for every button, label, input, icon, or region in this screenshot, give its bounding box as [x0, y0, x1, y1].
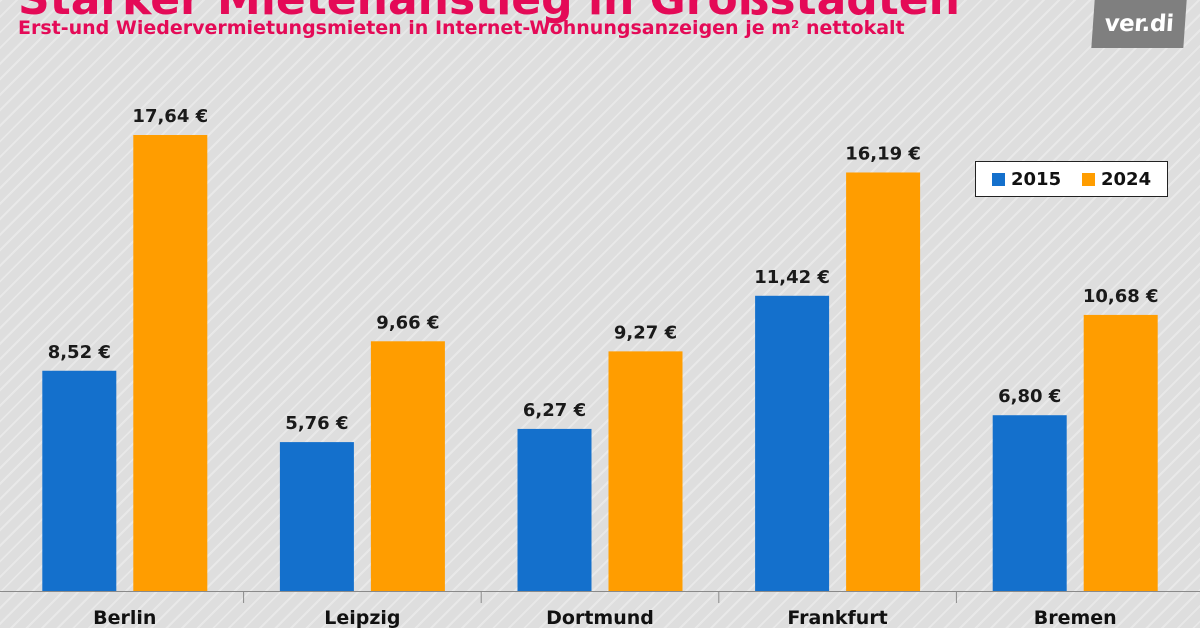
bar-frankfurt-2015 — [755, 295, 830, 591]
bar-dortmund-2024 — [608, 351, 683, 591]
bar-berlin-2015 — [42, 370, 117, 591]
bar-bremen-2024 — [1083, 314, 1158, 591]
value-label-frankfurt-2024: 16,19 € — [845, 143, 921, 164]
value-label-leipzig-2024: 9,66 € — [376, 312, 439, 333]
bar-leipzig-2024 — [370, 341, 445, 591]
value-label-leipzig-2015: 5,76 € — [285, 413, 348, 434]
bar-bremen-2015 — [992, 415, 1067, 591]
legend-label-2024: 2024 — [1101, 169, 1151, 190]
value-labels-layer: 8,52 € 17,64 € 5,76 € 9,66 € 6,27 € 9,27 € 11,… — [48, 106, 1159, 434]
value-label-berlin-2024: 17,64 € — [132, 106, 208, 127]
category-label-frankfurt: Frankfurt — [787, 607, 887, 628]
bar-dortmund-2015 — [517, 428, 592, 591]
legend: 2015 2024 — [975, 161, 1168, 197]
value-label-frankfurt-2015: 11,42 € — [754, 267, 830, 288]
chart-subtitle: Erst-und Wiedervermietungsmieten in Inte… — [18, 17, 905, 39]
value-label-bremen-2024: 10,68 € — [1083, 286, 1159, 307]
value-label-dortmund-2024: 9,27 € — [614, 322, 677, 343]
bar-berlin-2024 — [133, 135, 208, 591]
bar-leipzig-2015 — [279, 442, 354, 591]
bar-frankfurt-2024 — [846, 172, 921, 592]
bars-layer — [42, 135, 1158, 592]
x-axis: Berlin Leipzig Dortmund Frankfurt Bremen — [0, 591, 1200, 628]
category-label-leipzig: Leipzig — [324, 607, 400, 628]
value-label-bremen-2015: 6,80 € — [998, 386, 1061, 407]
legend-swatch-2024 — [1082, 173, 1095, 186]
value-label-berlin-2015: 8,52 € — [48, 342, 111, 363]
legend-label-2015: 2015 — [1011, 169, 1061, 190]
legend-box — [975, 161, 1168, 197]
category-label-berlin: Berlin — [93, 607, 156, 628]
category-label-dortmund: Dortmund — [546, 607, 654, 628]
chart-title: Starker Mietenanstieg in Großstädten — [18, 0, 960, 25]
category-label-bremen: Bremen — [1034, 607, 1117, 628]
value-label-dortmund-2015: 6,27 € — [523, 400, 586, 421]
legend-swatch-2015 — [992, 173, 1005, 186]
